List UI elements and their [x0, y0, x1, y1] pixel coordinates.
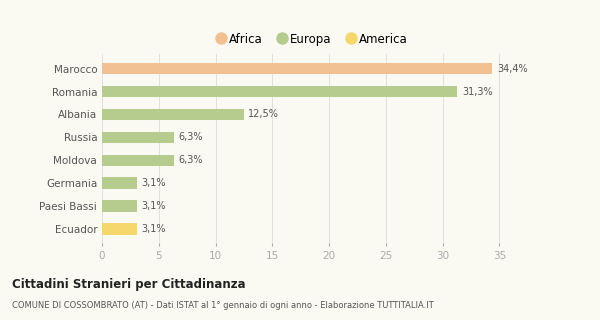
Legend: Africa, Europa, America: Africa, Europa, America: [212, 28, 412, 51]
Text: 3,1%: 3,1%: [142, 224, 166, 234]
Text: 3,1%: 3,1%: [142, 178, 166, 188]
Text: 3,1%: 3,1%: [142, 201, 166, 211]
Bar: [102, 223, 137, 235]
Bar: [102, 132, 173, 143]
Text: 12,5%: 12,5%: [248, 109, 280, 119]
Bar: [102, 155, 173, 166]
Bar: [102, 109, 244, 120]
Bar: [102, 63, 493, 75]
Bar: [102, 200, 137, 212]
Bar: [102, 86, 457, 97]
Text: 6,3%: 6,3%: [178, 132, 203, 142]
Text: 31,3%: 31,3%: [462, 87, 493, 97]
Text: 34,4%: 34,4%: [497, 64, 527, 74]
Text: COMUNE DI COSSOMBRATO (AT) - Dati ISTAT al 1° gennaio di ogni anno - Elaborazion: COMUNE DI COSSOMBRATO (AT) - Dati ISTAT …: [12, 301, 434, 310]
Text: Cittadini Stranieri per Cittadinanza: Cittadini Stranieri per Cittadinanza: [12, 278, 245, 292]
Bar: [102, 177, 137, 189]
Text: 6,3%: 6,3%: [178, 155, 203, 165]
